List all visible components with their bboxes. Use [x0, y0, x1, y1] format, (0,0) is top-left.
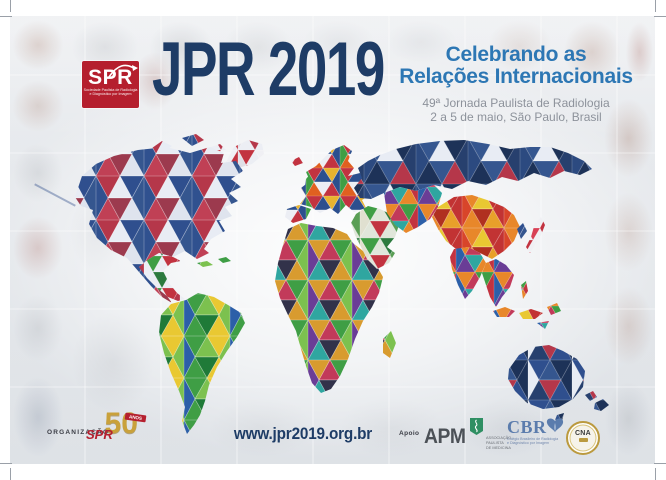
cbr-logo: CBR Colégio Brasileiro de Radiologia e Di…: [507, 417, 569, 447]
map-caribbean: [197, 261, 213, 267]
map-korea: [517, 223, 527, 239]
spr-tagline-2: e Diagnóstico por Imagem: [89, 92, 132, 97]
apm-emblem-icon: [470, 418, 483, 435]
theme-line-2: Relações Internacionais: [399, 65, 633, 89]
map-southeast-asia: [482, 259, 514, 307]
header-right-block: Celebrando as Relações Internacionais 49…: [398, 43, 634, 125]
crop-mark: [655, 468, 656, 480]
map-australia: [508, 345, 585, 409]
map-middle-east: [351, 206, 399, 269]
crop-mark: [655, 0, 656, 12]
map-india: [450, 247, 486, 299]
event-title: JPR 2019: [152, 27, 385, 112]
map-new-zealand: [594, 399, 609, 411]
spr50-acronym: SPR: [86, 427, 113, 442]
map-philippines: [521, 281, 528, 299]
support-label: Apoio: [399, 430, 420, 437]
map-new-zealand: [585, 391, 597, 401]
map-iberia: [285, 205, 311, 223]
crop-mark: [654, 16, 666, 17]
organization-label: ORGANIZAÇÃO: [47, 429, 110, 436]
cbr-butterfly-icon: [546, 418, 564, 432]
map-north-america: [75, 147, 243, 303]
map-iceland: [291, 157, 303, 166]
cna-acronym: CNA: [574, 430, 592, 437]
map-indonesia: [537, 321, 549, 329]
spr-logo: SPR Sociedade Paulista de Radiologia e D…: [82, 61, 139, 108]
crop-mark: [10, 0, 11, 12]
crop-mark: [0, 16, 12, 17]
map-south-america: [159, 293, 245, 434]
crop-mark: [654, 463, 666, 464]
map-japan: [526, 217, 545, 253]
apm-logo: APM ASSOCIAÇÃO PAULISTA DE MEDICINA: [424, 418, 511, 450]
event-website: www.jpr2019.org.br: [233, 424, 373, 443]
map-indonesia: [493, 307, 515, 317]
map-tasmania: [555, 413, 564, 421]
crop-mark: [10, 468, 11, 480]
map-central-asia: [384, 185, 442, 233]
map-madagascar: [383, 331, 396, 358]
map-africa: [275, 223, 383, 393]
cna-gold-bar: [578, 438, 588, 442]
spr-tagline-1: Sociedade Paulista de Radiologia: [83, 88, 138, 92]
map-greenland: [226, 140, 264, 168]
map-caribbean: [218, 257, 231, 263]
cbr-acronym: CBR: [507, 417, 547, 437]
apm-acronym: APM: [424, 425, 466, 448]
spr-50-anos-logo: 50 SPR ANOS: [86, 409, 147, 447]
apm-fullname: ASSOCIAÇÃO PAULISTA DE MEDICINA: [486, 436, 512, 450]
map-central-america: [139, 253, 185, 301]
date-location-line: 2 a 5 de maio, São Paulo, Brasil: [430, 110, 602, 125]
cna-seal: CNA: [566, 421, 600, 455]
map-europe: [300, 145, 372, 214]
map-russia: [354, 140, 592, 199]
edition-line: 49ª Jornada Paulista de Radiologia: [422, 95, 610, 110]
theme-line-1: Celebrando as: [445, 43, 587, 66]
spr-acronym: SPR: [88, 66, 133, 89]
map-indonesia: [519, 309, 543, 319]
map-china: [432, 195, 520, 259]
spr-swoosh-icon: [108, 64, 138, 78]
world-map-low-poly: [75, 134, 609, 434]
cbr-fullname: Colégio Brasileiro de Radiologia e Diagnó…: [507, 437, 559, 446]
map-indonesia: [547, 303, 561, 315]
crop-mark: [0, 463, 12, 464]
map-arctic-islands: [182, 134, 204, 146]
